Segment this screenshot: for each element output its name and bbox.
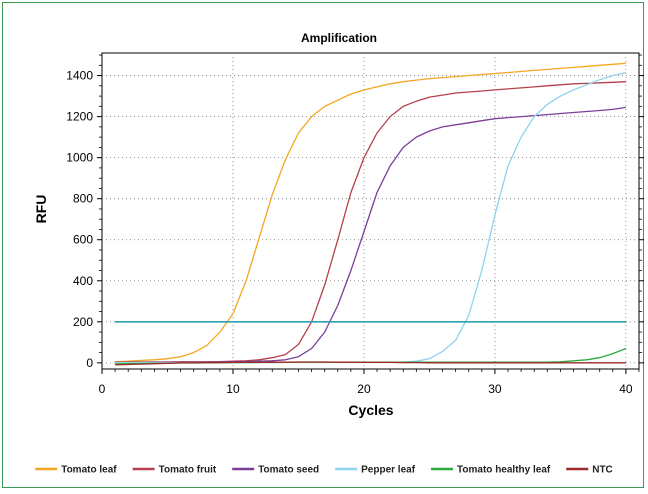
x-axis-title: Cycles (348, 402, 393, 418)
x-tick-label: 40 (619, 382, 633, 396)
y-tick-label: 1200 (66, 110, 93, 124)
chart-frame: Amplification 0 10 20 30 40 0 200 400 600 800 1000… (2, 2, 644, 488)
legend-label: Tomato seed (258, 465, 319, 476)
legend-label: Tomato fruit (159, 465, 217, 476)
series-line (115, 361, 626, 366)
legend: Tomato leaf Tomato fruit Tomato seed Pepper… (35, 465, 613, 476)
x-tick-label: 0 (99, 382, 106, 396)
y-tick-label: 800 (73, 192, 93, 206)
x-tick-label: 20 (357, 382, 371, 396)
x-tick-label: 30 (488, 382, 502, 396)
legend-label: NTC (592, 465, 613, 476)
legend-label: Tomato leaf (61, 465, 117, 476)
y-axis-title: RFU (33, 195, 49, 224)
legend-label: Pepper leaf (361, 465, 416, 476)
amplification-chart: Amplification 0 10 20 30 4002004006008001000… (33, 31, 644, 476)
series-lines (115, 62, 627, 366)
y-tick-label: 600 (73, 233, 93, 247)
x-tick-label: 10 (226, 382, 240, 396)
chart-title: Amplification (301, 31, 377, 45)
y-tick-label: 200 (73, 315, 93, 329)
y-tick-label: 0 (86, 356, 93, 370)
y-tick-label: 1000 (66, 151, 93, 165)
legend-label: Tomato healthy leaf (457, 465, 551, 476)
series-line (115, 62, 626, 363)
y-tick-label: 400 (73, 274, 93, 288)
y-tick-label: 1400 (66, 69, 93, 83)
